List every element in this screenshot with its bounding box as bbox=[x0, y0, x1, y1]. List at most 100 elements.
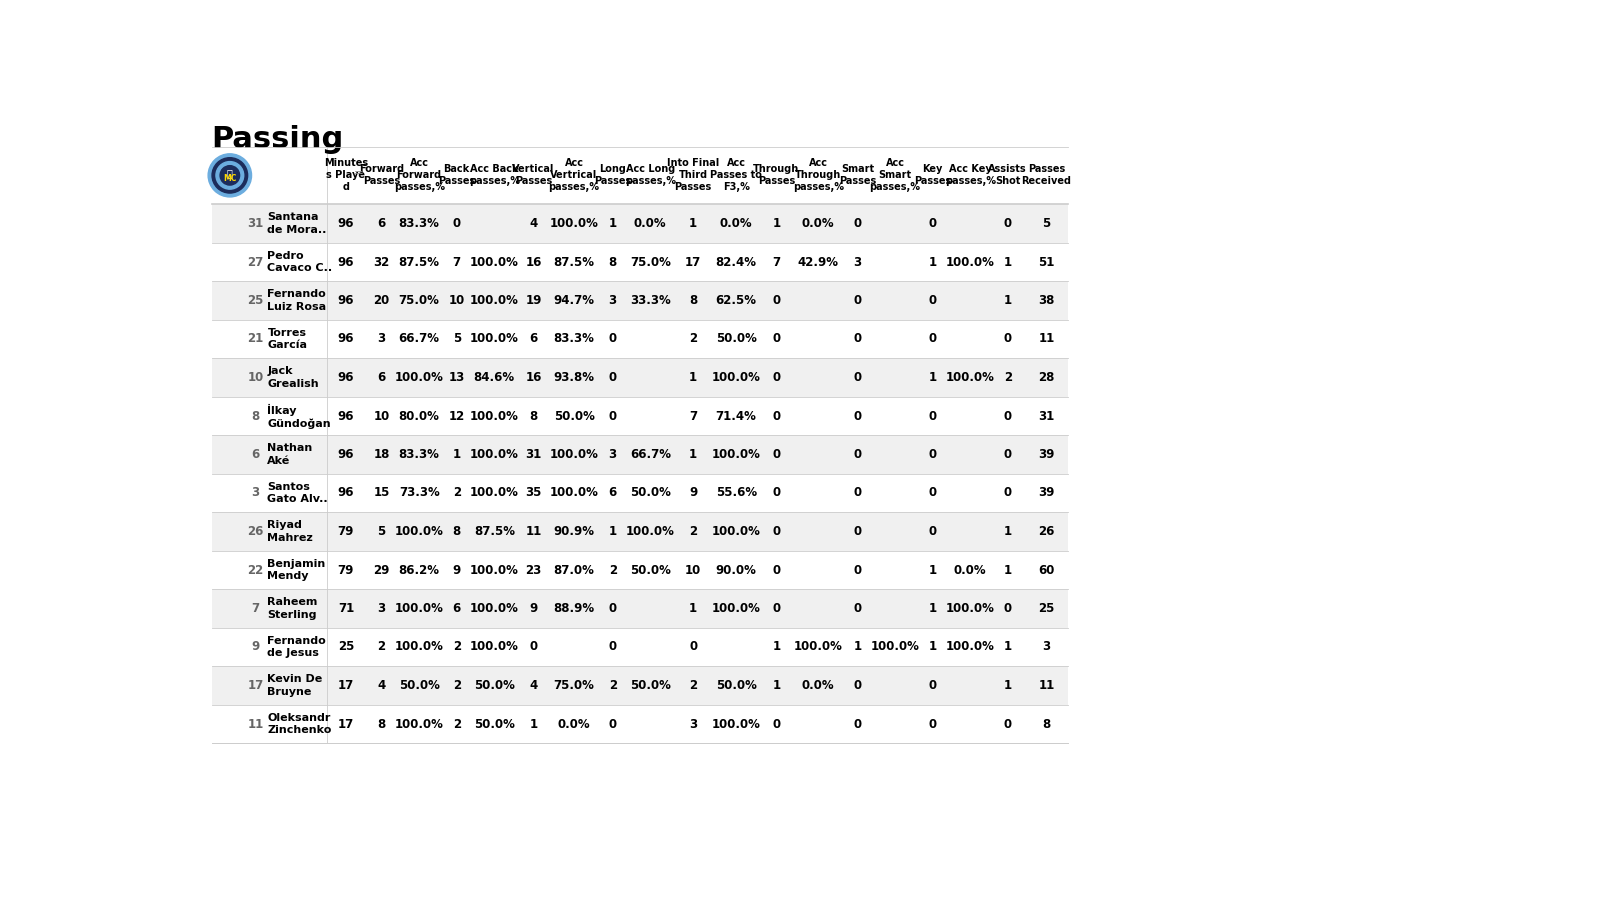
Text: 16: 16 bbox=[525, 371, 542, 384]
Text: Pedro
Cavaco C..: Pedro Cavaco C.. bbox=[267, 251, 333, 274]
Text: 100.0%: 100.0% bbox=[712, 371, 760, 384]
Text: 100.0%: 100.0% bbox=[712, 448, 760, 461]
Text: 100.0%: 100.0% bbox=[712, 525, 760, 538]
Text: 0: 0 bbox=[608, 371, 616, 384]
Text: 73.3%: 73.3% bbox=[398, 487, 440, 500]
Text: 50.0%: 50.0% bbox=[398, 679, 440, 692]
Text: 5: 5 bbox=[1042, 217, 1051, 230]
Text: 0: 0 bbox=[1003, 217, 1011, 230]
Text: 17: 17 bbox=[338, 717, 354, 731]
Text: 26: 26 bbox=[248, 525, 264, 538]
Text: 1: 1 bbox=[530, 717, 538, 731]
Text: 100.0%: 100.0% bbox=[395, 525, 443, 538]
Text: 1: 1 bbox=[928, 602, 936, 615]
Text: Assists
Shot: Assists Shot bbox=[989, 165, 1027, 186]
Text: 9: 9 bbox=[690, 487, 698, 500]
Text: 93.8%: 93.8% bbox=[554, 371, 595, 384]
Text: 71.4%: 71.4% bbox=[715, 410, 757, 422]
Text: 1: 1 bbox=[773, 217, 781, 230]
Text: 0: 0 bbox=[773, 448, 781, 461]
Text: 2: 2 bbox=[690, 525, 698, 538]
Text: 50.0%: 50.0% bbox=[474, 679, 515, 692]
Text: 38: 38 bbox=[1038, 294, 1054, 307]
Text: 96: 96 bbox=[338, 332, 354, 346]
Text: 50.0%: 50.0% bbox=[715, 679, 757, 692]
Text: 25: 25 bbox=[1038, 602, 1054, 615]
Text: 0: 0 bbox=[608, 332, 616, 346]
Text: 51: 51 bbox=[1038, 256, 1054, 268]
Text: 0: 0 bbox=[773, 410, 781, 422]
Text: 1: 1 bbox=[690, 448, 698, 461]
Text: 8: 8 bbox=[690, 294, 698, 307]
Text: 75.0%: 75.0% bbox=[398, 294, 440, 307]
Text: 100.0%: 100.0% bbox=[470, 602, 518, 615]
Text: 11: 11 bbox=[525, 525, 542, 538]
Text: 0.0%: 0.0% bbox=[802, 679, 835, 692]
Text: 8: 8 bbox=[608, 256, 618, 268]
Text: 96: 96 bbox=[338, 294, 354, 307]
Text: Benjamin
Mendy: Benjamin Mendy bbox=[267, 559, 326, 581]
Text: 0: 0 bbox=[608, 641, 616, 653]
Text: Through
Passes: Through Passes bbox=[754, 165, 800, 186]
Text: 0: 0 bbox=[928, 717, 936, 731]
Text: 0: 0 bbox=[773, 294, 781, 307]
Text: 0.0%: 0.0% bbox=[720, 217, 752, 230]
Text: 25: 25 bbox=[338, 641, 354, 653]
Bar bbox=[211, 512, 1069, 551]
Text: 82.4%: 82.4% bbox=[715, 256, 757, 268]
Text: 1: 1 bbox=[928, 371, 936, 384]
Text: 100.0%: 100.0% bbox=[946, 256, 995, 268]
Text: 27: 27 bbox=[248, 256, 264, 268]
Text: 0: 0 bbox=[928, 448, 936, 461]
Text: 100.0%: 100.0% bbox=[395, 371, 443, 384]
Text: 15: 15 bbox=[373, 487, 390, 500]
Text: Acc
Forward
passes,%: Acc Forward passes,% bbox=[394, 158, 445, 193]
Text: 96: 96 bbox=[338, 256, 354, 268]
Text: 60: 60 bbox=[1038, 563, 1054, 577]
Text: 1: 1 bbox=[773, 641, 781, 653]
Text: Oleksandr
Zinchenko: Oleksandr Zinchenko bbox=[267, 713, 331, 735]
Text: 100.0%: 100.0% bbox=[395, 641, 443, 653]
Text: 0: 0 bbox=[773, 487, 781, 500]
Bar bbox=[211, 147, 1069, 204]
Text: 96: 96 bbox=[338, 487, 354, 500]
Text: 1: 1 bbox=[1003, 563, 1011, 577]
Text: 0: 0 bbox=[928, 679, 936, 692]
Text: 83.3%: 83.3% bbox=[554, 332, 595, 346]
Text: 26: 26 bbox=[1038, 525, 1054, 538]
Text: 3: 3 bbox=[1042, 641, 1050, 653]
Text: 0: 0 bbox=[928, 294, 936, 307]
Text: 1: 1 bbox=[690, 217, 698, 230]
Text: 31: 31 bbox=[248, 217, 264, 230]
Bar bbox=[211, 436, 1069, 473]
Text: 87.5%: 87.5% bbox=[474, 525, 515, 538]
Text: 80.0%: 80.0% bbox=[398, 410, 440, 422]
Text: 90.9%: 90.9% bbox=[554, 525, 595, 538]
Text: 31: 31 bbox=[1038, 410, 1054, 422]
Text: 2: 2 bbox=[1003, 371, 1011, 384]
Text: 8: 8 bbox=[453, 525, 461, 538]
Text: 6: 6 bbox=[608, 487, 618, 500]
Text: 87.0%: 87.0% bbox=[554, 563, 595, 577]
Text: Key
Passes: Key Passes bbox=[914, 165, 952, 186]
Text: 100.0%: 100.0% bbox=[712, 602, 760, 615]
Text: 39: 39 bbox=[1038, 487, 1054, 500]
Text: 21: 21 bbox=[248, 332, 264, 346]
Text: 20: 20 bbox=[373, 294, 390, 307]
Text: 75.0%: 75.0% bbox=[554, 679, 595, 692]
Text: Vertical
Passes: Vertical Passes bbox=[512, 165, 555, 186]
Bar bbox=[211, 628, 1069, 666]
Text: 0: 0 bbox=[1003, 332, 1011, 346]
Text: 8: 8 bbox=[530, 410, 538, 422]
Text: 0: 0 bbox=[608, 717, 616, 731]
Text: 22: 22 bbox=[248, 563, 264, 577]
Text: Acc Long
passes,%: Acc Long passes,% bbox=[624, 165, 675, 186]
Text: 1: 1 bbox=[608, 217, 616, 230]
Text: 0: 0 bbox=[928, 487, 936, 500]
Text: 0: 0 bbox=[773, 525, 781, 538]
Text: 0: 0 bbox=[853, 487, 861, 500]
Text: 87.5%: 87.5% bbox=[398, 256, 440, 268]
Text: 100.0%: 100.0% bbox=[946, 371, 995, 384]
Text: Fernando
Luiz Rosa: Fernando Luiz Rosa bbox=[267, 289, 326, 311]
Text: 32: 32 bbox=[373, 256, 390, 268]
